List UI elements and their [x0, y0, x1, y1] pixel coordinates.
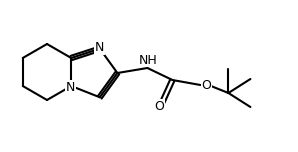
Text: N: N	[66, 81, 75, 93]
Text: O: O	[201, 78, 211, 92]
Text: O: O	[154, 100, 164, 112]
Text: NH: NH	[139, 54, 158, 67]
Text: N: N	[95, 41, 105, 54]
